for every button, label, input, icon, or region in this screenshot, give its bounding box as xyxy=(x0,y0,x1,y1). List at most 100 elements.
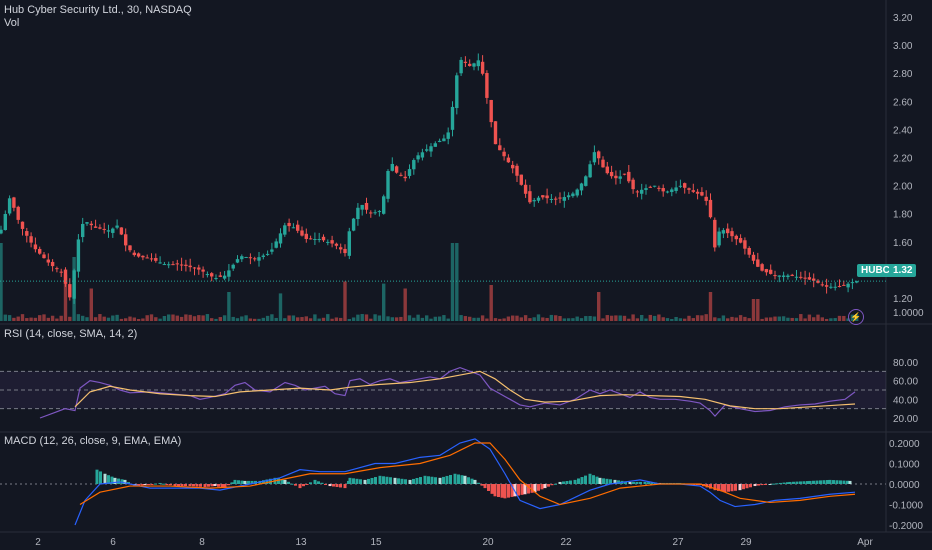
macd-hist-bar xyxy=(745,484,749,489)
macd-hist-bar xyxy=(530,484,534,493)
candle-body xyxy=(154,258,158,261)
volume-bar xyxy=(730,316,734,321)
macd-hist-bar xyxy=(812,480,815,484)
volume-bar xyxy=(184,314,188,321)
macd-hist-bar xyxy=(826,480,829,484)
price-tick-label: 1.20 xyxy=(893,294,913,305)
candle-body xyxy=(738,238,743,243)
volume-bar xyxy=(695,315,700,321)
volume-bar xyxy=(136,318,141,321)
volume-bar xyxy=(68,316,72,321)
macd-hist-bar xyxy=(802,481,806,484)
volume-bar xyxy=(472,317,476,321)
candle-body xyxy=(343,248,347,254)
candle-body xyxy=(627,171,631,182)
macd-hist-bar xyxy=(305,484,309,485)
candle-body xyxy=(450,106,455,130)
candle-body xyxy=(446,132,450,139)
price-tick-label: 2.00 xyxy=(893,182,913,193)
candle-body xyxy=(640,189,644,194)
rsi-tick-label: 20.00 xyxy=(893,414,918,425)
candle-body xyxy=(12,197,16,208)
macd-hist-bar xyxy=(243,480,247,484)
macd-hist-bar xyxy=(547,484,550,487)
volume-bar xyxy=(704,314,708,321)
macd-hist-bar xyxy=(520,484,524,495)
volume-bar xyxy=(386,316,390,321)
candle-body xyxy=(68,284,72,298)
candle-body xyxy=(321,236,326,241)
macd-hist-bar xyxy=(154,483,157,485)
macd-hist-bar xyxy=(309,482,312,484)
candle-body xyxy=(136,253,141,257)
volume-bar xyxy=(261,317,265,321)
volume-bar xyxy=(777,316,781,321)
volume-bar xyxy=(523,315,528,321)
candle-body xyxy=(20,221,25,229)
candle-body xyxy=(442,138,446,142)
candle-body xyxy=(128,245,132,251)
candle-body xyxy=(562,197,566,201)
candle-body xyxy=(89,223,93,226)
volume-bar xyxy=(72,257,76,321)
macd-hist-bar xyxy=(554,483,557,485)
candle-body xyxy=(145,257,149,259)
candle-body xyxy=(403,176,407,179)
volume-bar xyxy=(373,314,377,321)
volume-bar xyxy=(485,318,489,321)
macd-hist-bar xyxy=(419,477,422,484)
candle-body xyxy=(691,190,695,192)
candle-body xyxy=(253,258,257,260)
macd-hist-bar xyxy=(348,477,352,484)
candle-body xyxy=(523,184,528,194)
candle-body xyxy=(184,264,188,266)
candle-body xyxy=(644,188,648,190)
macd-hist-bar xyxy=(592,475,595,484)
macd-hist-bar xyxy=(569,480,572,484)
candle-body xyxy=(55,268,59,270)
volume-bar xyxy=(124,318,128,321)
volume-bar xyxy=(790,317,794,321)
macd-hist-bar xyxy=(250,480,254,484)
volume-bar xyxy=(476,317,480,321)
macd-hist-bar xyxy=(173,484,177,487)
candle-body xyxy=(326,241,330,243)
macd-hist-bar xyxy=(734,484,737,491)
candle-body xyxy=(81,223,85,238)
macd-hist-bar xyxy=(137,484,140,486)
candle-body xyxy=(515,165,519,176)
candle-body xyxy=(222,275,227,279)
macd-hist-bar xyxy=(503,484,507,499)
candle-body xyxy=(390,163,394,171)
macd-hist-bar xyxy=(709,484,712,489)
macd-hist-bar xyxy=(775,483,779,485)
price-tick-label: 3.20 xyxy=(893,13,913,24)
volume-bar xyxy=(455,243,459,321)
macd-hist-bar xyxy=(628,481,632,484)
candle-body xyxy=(807,277,812,280)
macd-hist-bar xyxy=(577,478,580,484)
macd-hist-bar xyxy=(294,484,297,486)
macd-hist-bar xyxy=(483,484,487,489)
candle-body xyxy=(425,149,429,151)
volume-bar xyxy=(321,317,326,321)
macd-hist-bar xyxy=(434,477,437,484)
price-tick-label: 2.80 xyxy=(893,69,913,80)
macd-hist-bar xyxy=(848,480,852,484)
macd-hist-bar xyxy=(799,481,802,484)
volume-bar xyxy=(794,318,799,321)
macd-hist-bar xyxy=(480,484,484,486)
volume-bar xyxy=(463,316,468,321)
volume-bar xyxy=(201,315,205,321)
volume-bar xyxy=(111,315,115,321)
volume-bar xyxy=(377,315,382,321)
macd-hist-bar xyxy=(723,484,727,493)
macd-hist-bar xyxy=(463,475,467,484)
volume-bar xyxy=(691,318,695,321)
candle-body xyxy=(781,275,786,277)
lightning-icon[interactable]: ⚡ xyxy=(848,309,864,325)
macd-hist-bar xyxy=(287,481,290,484)
candle-body xyxy=(25,231,29,236)
macd-hist-bar xyxy=(445,475,449,484)
